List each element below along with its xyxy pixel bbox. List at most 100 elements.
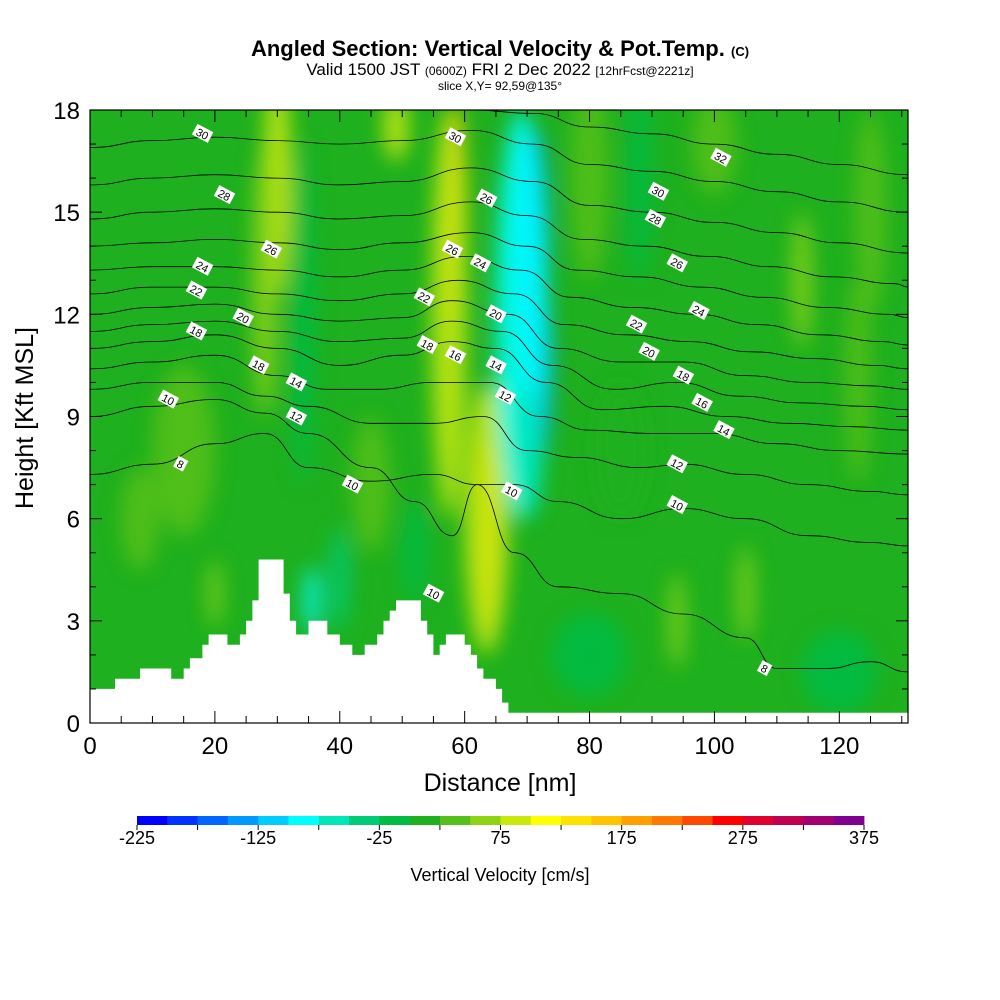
velocity-cell-17 [792,212,812,349]
isentrope-20-6 [90,300,908,390]
contour-label-34: 14 [713,420,735,440]
velocity-cell-24 [121,467,159,570]
isentrope-26-9 [90,232,908,319]
svg-text:16: 16 [447,348,463,364]
contour-label-18: 22 [413,287,436,307]
y-tick-label: 3 [67,609,80,636]
contour-label-20: 18 [416,335,439,355]
contour-label-13: 10 [422,583,445,603]
svg-text:26: 26 [262,242,278,258]
colorbar-swatch-21 [773,816,804,825]
isentrope-14-3 [90,354,908,455]
contour-label-31: 20 [638,341,660,361]
contour-label-30: 22 [625,314,648,334]
colorbar-swatch-15 [591,816,623,825]
velocity-cell-20 [627,110,652,281]
svg-text:12: 12 [287,409,303,425]
isentrope-34-13 [90,110,908,176]
valid-prefix: Valid 1500 JST [306,60,421,79]
colorbar-swatch-10 [439,816,471,825]
contour-label-22: 14 [485,355,507,375]
isentrope-28-10 [90,201,908,288]
x-tick-label: 100 [694,733,734,760]
velocity-cell-10 [383,110,409,162]
svg-text:20: 20 [640,345,656,361]
chart-title: Angled Section: Vertical Velocity & Pot.… [0,36,1000,62]
svg-text:30: 30 [194,127,210,143]
colorbar-swatch-8 [379,816,411,825]
isentrope-10-1 [90,399,908,547]
svg-text:14: 14 [487,358,503,374]
contour-label-35: 12 [666,454,688,474]
colorbar-tick-label: 175 [607,828,637,848]
contour-label-11: 8 [173,455,189,472]
colorbar-swatch-11 [470,816,501,825]
isentrope-30-11 [90,167,908,254]
svg-text:8: 8 [175,458,186,471]
contour-label-37: 8 [756,660,773,676]
velocity-cell-11 [304,566,320,635]
contour-label-6: 18 [185,321,208,341]
svg-text:26: 26 [668,256,684,272]
colorbar-swatch-7 [349,816,380,825]
velocity-cell-16 [738,545,754,642]
svg-text:12: 12 [668,457,684,473]
x-tick-label: 60 [451,733,478,760]
velocity-cell-13 [289,144,315,485]
svg-text:20: 20 [234,310,250,326]
contour-label-24: 10 [500,481,523,501]
x-tick-label: 80 [576,733,603,760]
contour-label-1: 28 [213,185,236,205]
valid-date: FRI 2 Dec 2022 [471,60,591,79]
contour-label-17: 24 [469,253,492,273]
contour-label-33: 16 [691,392,713,412]
svg-text:10: 10 [425,586,441,602]
isentrope-16-4 [90,334,908,431]
colorbar: -225 -125 -25 75 175 275 375 [119,816,879,848]
colorbar-tick-label: -225 [119,828,155,848]
valid-time-line: Valid 1500 JST (0600Z) FRI 2 Dec 2022 [1… [0,60,1000,80]
svg-text:28: 28 [216,188,232,204]
isentrope-contours [90,110,908,673]
velocity-cell-28 [801,631,877,713]
x-tick-label: 0 [83,733,96,760]
isentrope-22-7 [90,279,908,370]
isentrope-12-2 [90,381,908,496]
svg-text:24: 24 [472,256,488,272]
contour-label-16: 26 [441,239,464,259]
colorbar-swatch-18 [682,816,713,825]
contour-label-19: 20 [485,304,507,324]
svg-text:26: 26 [444,242,460,258]
contour-label-7: 18 [248,355,270,375]
colorbar-tick-label: 275 [728,828,758,848]
svg-text:14: 14 [287,375,303,391]
y-tick-label: 0 [67,711,80,738]
svg-text:24: 24 [194,259,210,275]
contour-label-26: 30 [647,181,670,201]
colorbar-swatch-20 [742,816,774,825]
velocity-field [90,110,908,723]
colorbar-swatch-0 [137,816,168,825]
contour-label-12: 10 [341,474,364,494]
svg-text:26: 26 [478,191,494,207]
velocity-cell-18 [854,110,887,315]
contour-label-15: 26 [475,188,498,208]
velocity-cell-29 [402,501,428,604]
svg-text:28: 28 [646,212,662,228]
contour-label-25: 32 [710,147,732,167]
velocity-cell-22 [570,110,609,281]
chart-title-unit: (C) [731,44,750,59]
contour-label-5: 20 [232,307,254,327]
contour-label-9: 10 [157,389,180,409]
velocity-cell-25 [352,416,390,553]
y-tick-label: 12 [53,302,80,329]
y-tick-label: 9 [67,405,80,432]
svg-text:24: 24 [690,304,706,320]
slice-info: slice X,Y= 92,59@135° [437,79,563,93]
svg-text:10: 10 [344,477,360,493]
velocity-cell-12 [330,528,350,632]
isentrope-8-0 [90,433,908,673]
colorbar-swatch-17 [651,816,683,825]
contour-label-29: 24 [688,300,710,320]
